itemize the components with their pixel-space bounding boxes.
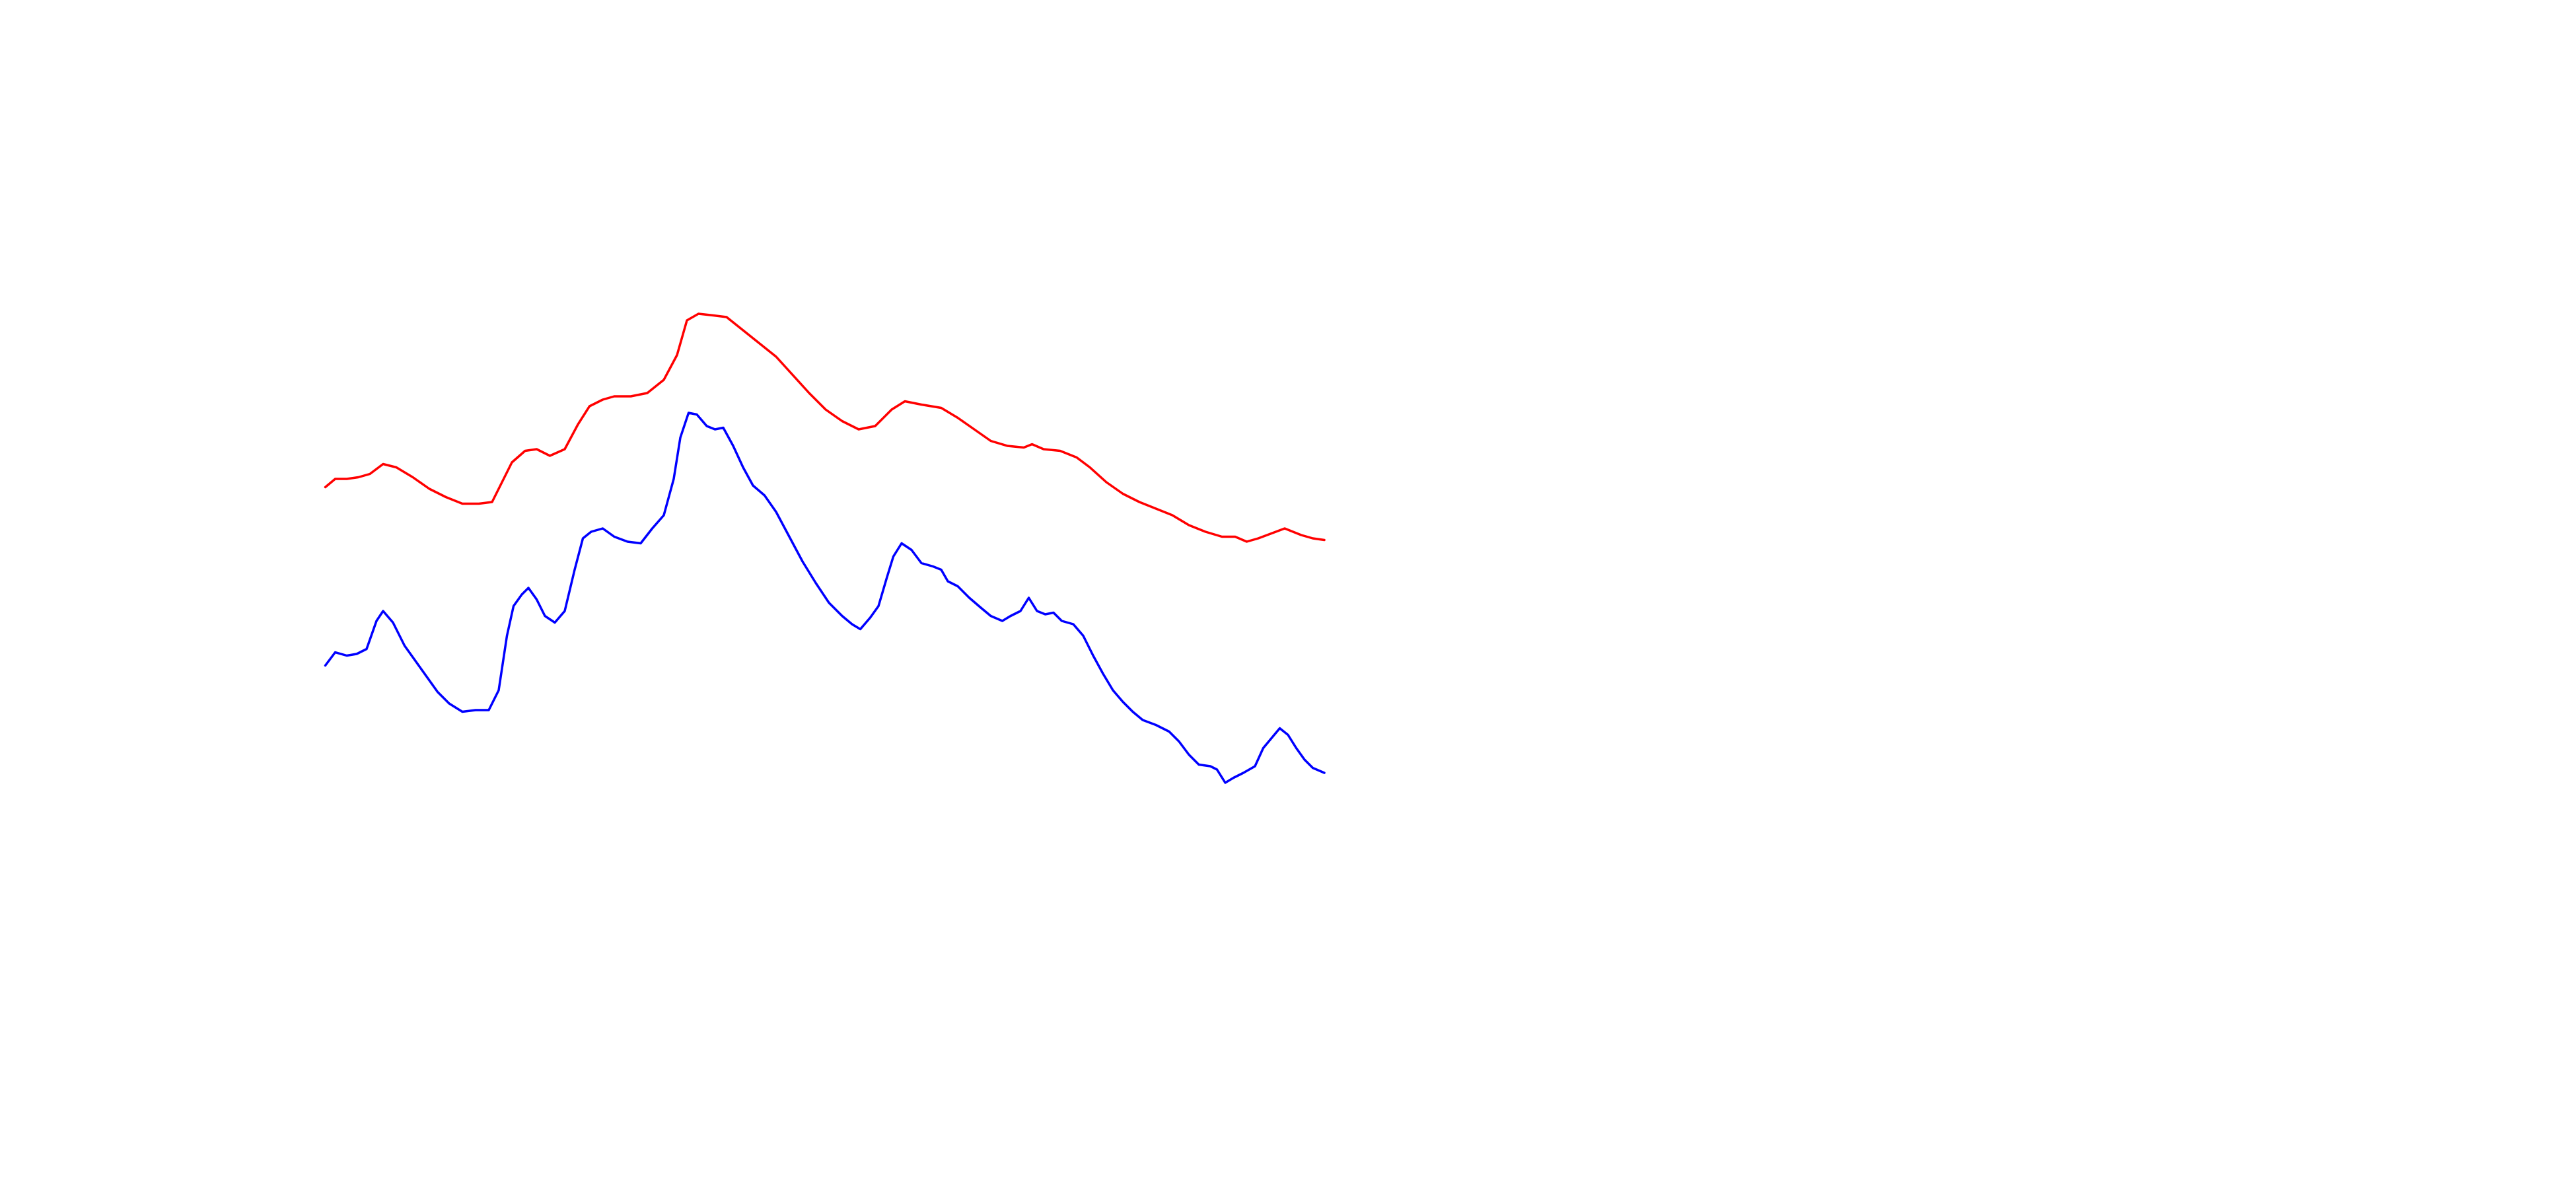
line-series [324,312,1326,543]
line-series [324,412,1326,784]
